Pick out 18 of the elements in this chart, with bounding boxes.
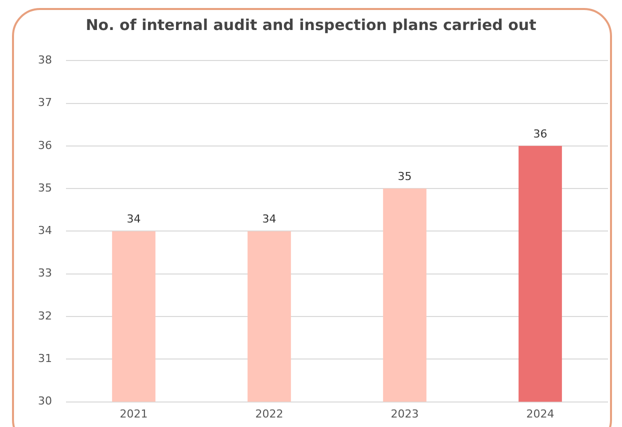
y-tick-label: 35: [38, 181, 52, 194]
x-tick-label: 2024: [526, 407, 554, 420]
y-tick-label: 30: [38, 394, 52, 408]
y-tick-label: 32: [38, 309, 52, 322]
y-tick-label: 31: [38, 352, 52, 366]
data-label: 34: [262, 212, 276, 226]
y-tick-label: 37: [38, 96, 52, 110]
y-tick-label: 38: [38, 53, 52, 66]
y-tick-label: 34: [38, 224, 52, 238]
x-tick-label: 2021: [120, 407, 148, 420]
data-label: 34: [126, 212, 141, 226]
y-tick-label: 33: [38, 266, 52, 280]
data-label: 35: [398, 170, 412, 183]
x-tick-label: 2022: [255, 407, 284, 420]
x-tick-label: 2023: [390, 407, 419, 420]
y-tick-label: 36: [38, 138, 52, 152]
chart-title: No. of internal audit and inspection plans carried out: [84, 16, 538, 34]
data-label: 36: [533, 127, 548, 140]
